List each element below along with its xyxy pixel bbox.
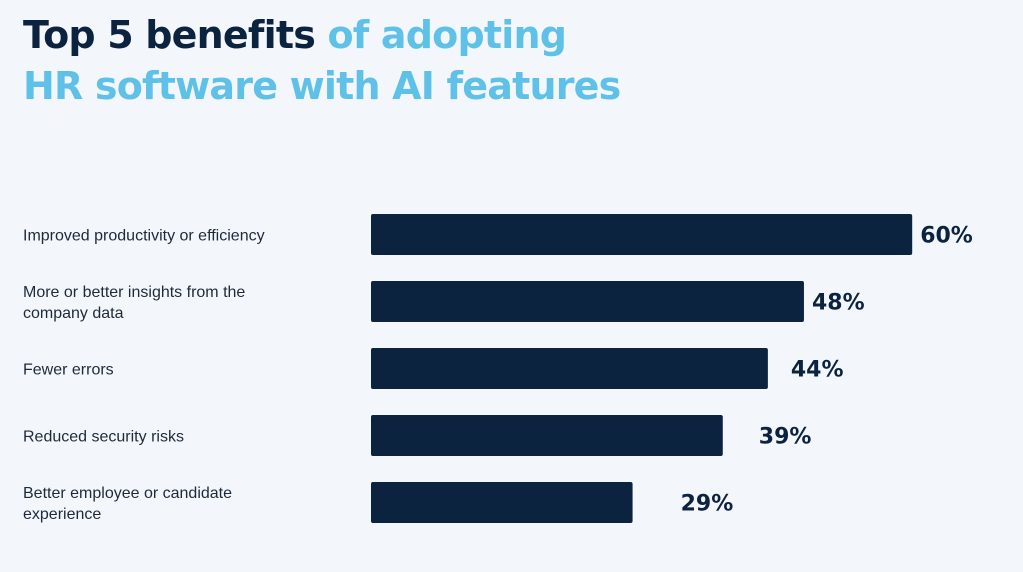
title-part-1: Top 5 benefits bbox=[23, 13, 316, 57]
title-part-2: of adopting bbox=[327, 13, 567, 57]
category-label: Better employee or candidate experience bbox=[23, 485, 232, 523]
value-label: 29% bbox=[681, 492, 734, 517]
value-label: 48% bbox=[812, 291, 865, 316]
bar bbox=[371, 415, 723, 456]
category-label: More or better insights from the company … bbox=[23, 284, 245, 322]
title-part-3: HR software with AI features bbox=[23, 64, 621, 108]
chart-title: Top 5 benefits of adopting HR software w… bbox=[23, 10, 621, 112]
value-label: 39% bbox=[759, 425, 812, 450]
bar bbox=[371, 214, 913, 255]
bar bbox=[371, 281, 804, 322]
category-label: Improved productivity or efficiency bbox=[23, 228, 265, 245]
category-label: Reduced security risks bbox=[23, 429, 184, 446]
value-label: 44% bbox=[791, 358, 844, 383]
category-label: Fewer errors bbox=[23, 362, 114, 379]
bar bbox=[371, 482, 633, 523]
bar bbox=[371, 348, 768, 389]
value-label: 60% bbox=[920, 224, 973, 249]
